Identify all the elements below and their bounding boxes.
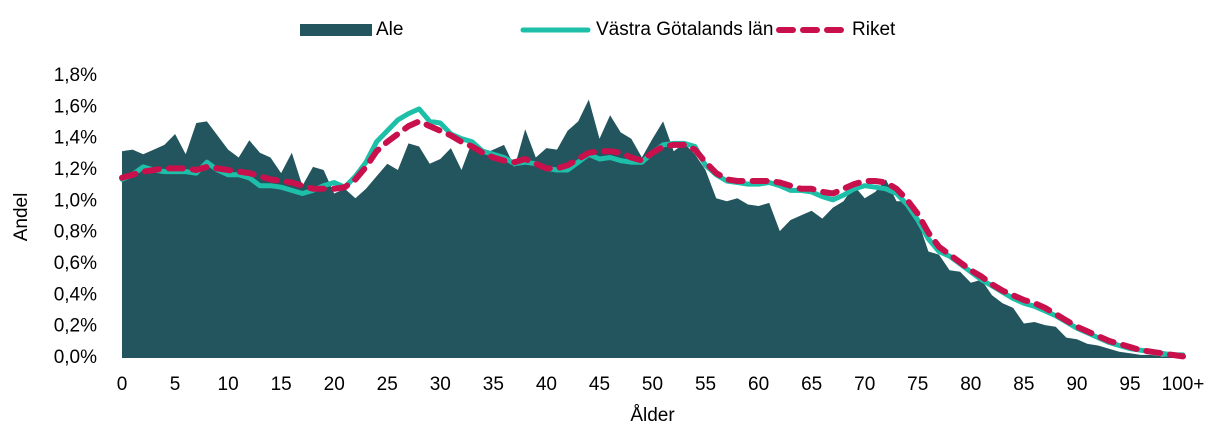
x-axis-title: Ålder bbox=[630, 405, 675, 426]
y-axis-title: Andel bbox=[11, 193, 32, 242]
x-tick-label: 5 bbox=[170, 374, 181, 395]
y-tick-label: 1,4% bbox=[54, 128, 97, 149]
legend-swatch bbox=[300, 24, 372, 36]
y-tick-label: 1,8% bbox=[54, 65, 97, 86]
y-tick-label: 0,2% bbox=[54, 316, 97, 337]
y-tick-label: 1,6% bbox=[54, 96, 97, 117]
x-tick-label: 70 bbox=[854, 374, 875, 395]
legend-label: Ale bbox=[376, 19, 403, 40]
y-tick-label: 0,4% bbox=[54, 284, 97, 305]
x-tick-label: 50 bbox=[642, 374, 663, 395]
x-tick-label: 25 bbox=[377, 374, 398, 395]
legend-label: Västra Götalands län bbox=[596, 19, 773, 40]
x-tick-label: 95 bbox=[1119, 374, 1140, 395]
x-tick-label: 55 bbox=[695, 374, 716, 395]
y-tick-label: 1,0% bbox=[54, 190, 97, 211]
y-tick-label: 0,6% bbox=[54, 253, 97, 274]
x-tick-label: 20 bbox=[324, 374, 345, 395]
x-tick-label: 85 bbox=[1013, 374, 1034, 395]
legend-label: Riket bbox=[852, 19, 896, 40]
x-tick-label: 0 bbox=[117, 374, 128, 395]
y-tick-label: 0,0% bbox=[54, 347, 97, 368]
y-tick-label: 1,2% bbox=[54, 159, 97, 180]
line bbox=[119, 118, 1186, 360]
x-tick-label: 15 bbox=[271, 374, 292, 395]
x-tick-label: 35 bbox=[483, 374, 504, 395]
x-tick-label: 100+ bbox=[1162, 374, 1205, 395]
x-tick-label: 30 bbox=[430, 374, 451, 395]
y-tick-label: 0,8% bbox=[54, 222, 97, 243]
x-tick-label: 60 bbox=[748, 374, 769, 395]
x-tick-label: 10 bbox=[218, 374, 239, 395]
x-tick-label: 80 bbox=[960, 374, 981, 395]
x-tick-label: 45 bbox=[589, 374, 610, 395]
x-tick-label: 40 bbox=[536, 374, 557, 395]
area bbox=[122, 99, 1183, 358]
x-tick-label: 75 bbox=[907, 374, 928, 395]
x-tick-label: 65 bbox=[801, 374, 822, 395]
x-tick-label: 90 bbox=[1066, 374, 1087, 395]
